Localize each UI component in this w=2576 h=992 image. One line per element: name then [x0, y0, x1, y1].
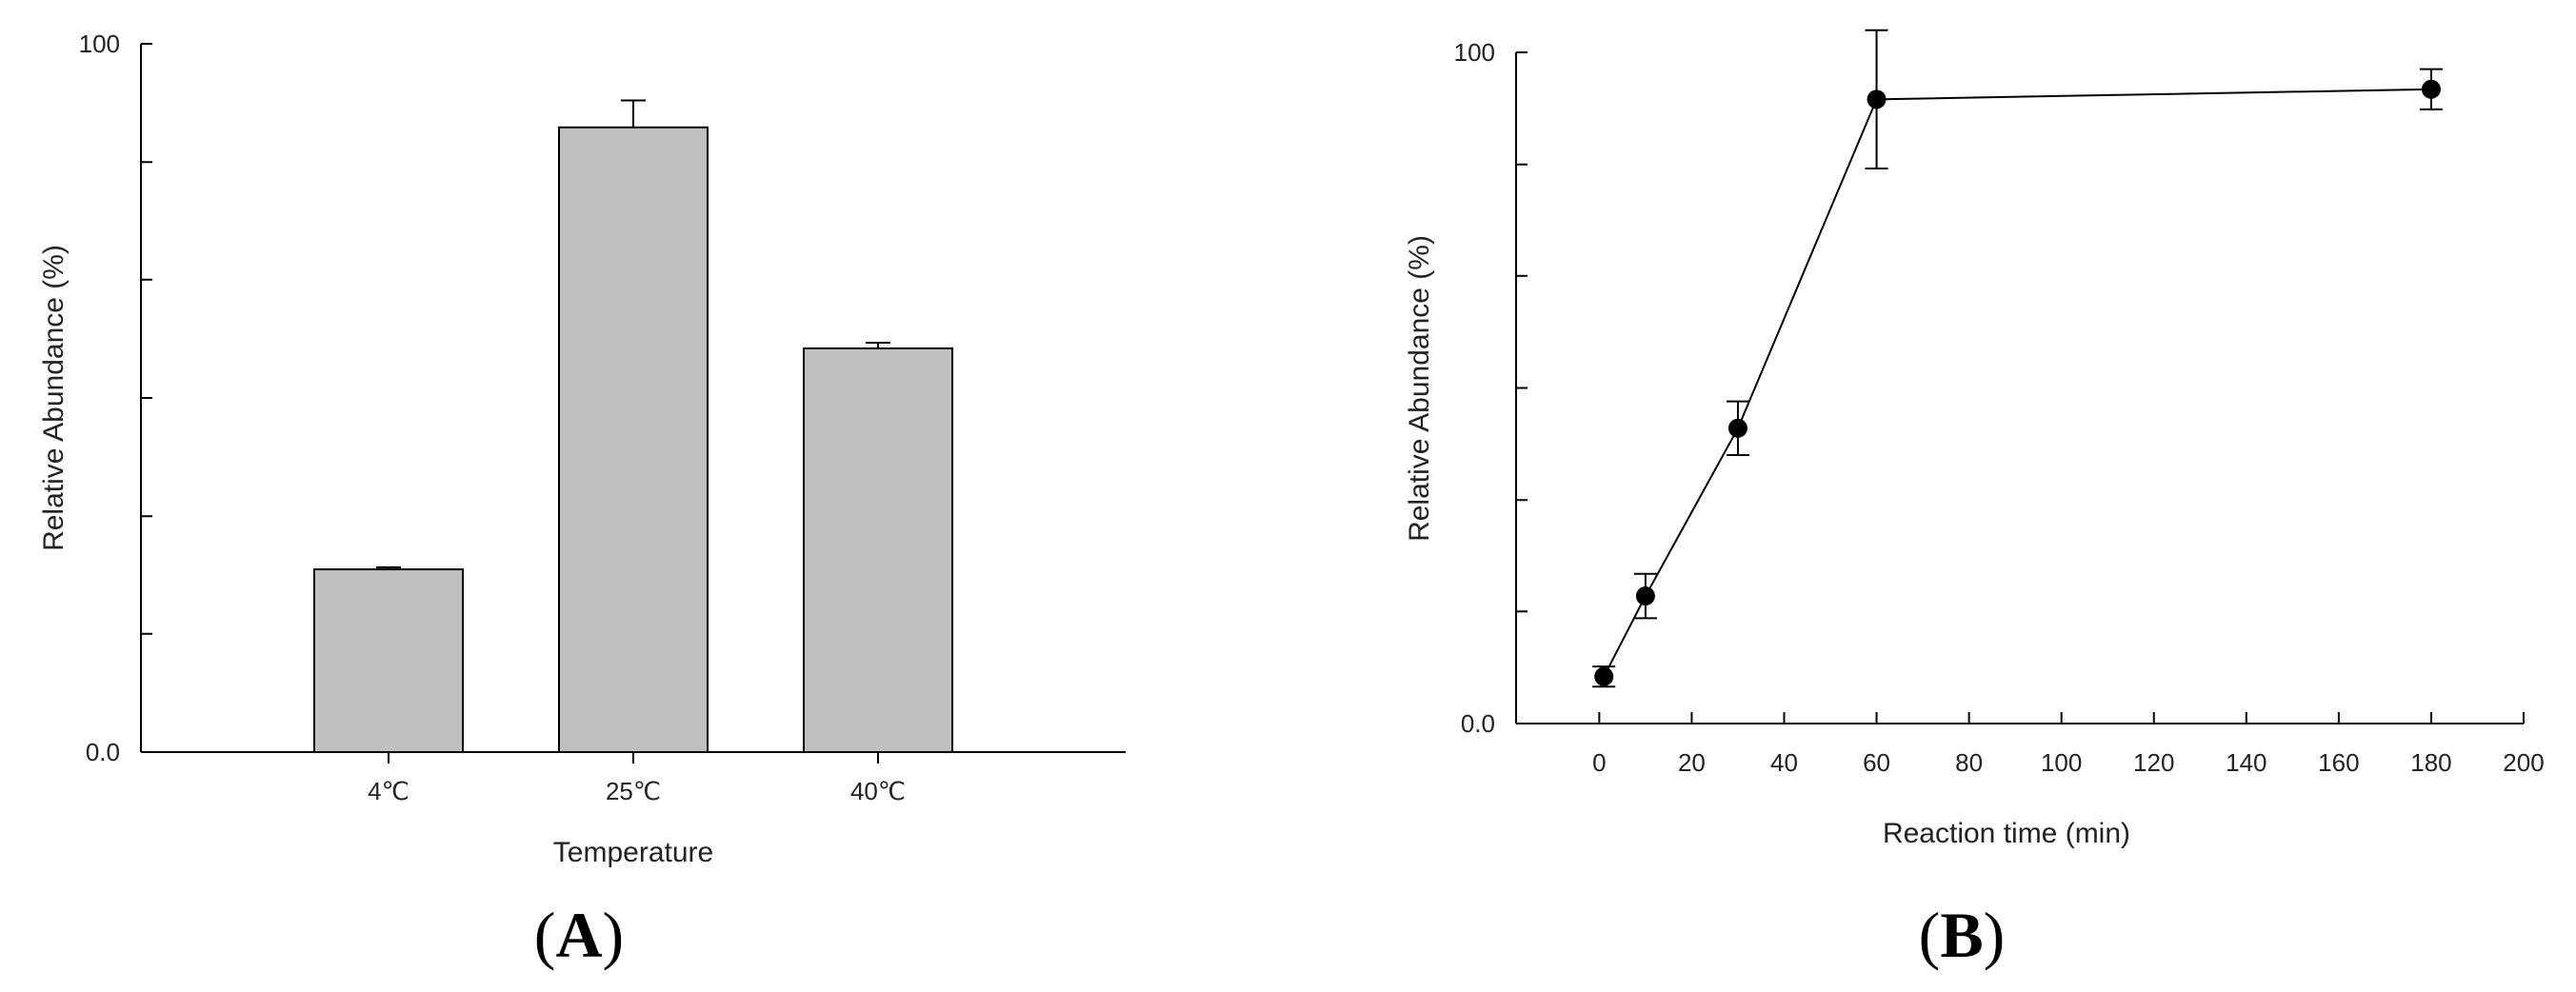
panel-b-chart: 0.0 100 0 20 40 60 80 100 120 140 160 180 200 React…	[1404, 29, 2545, 971]
panel-a-y-axis-title: Relative Abundance (%)	[38, 245, 70, 551]
panel-a-label: (A)	[534, 899, 624, 971]
panel-b-label: (B)	[1919, 899, 2006, 971]
panel-a-y-tick-label: 100	[79, 30, 120, 58]
panel-a-x-tick-label: 40℃	[850, 777, 906, 805]
panel-b-data-point	[1867, 89, 1887, 109]
panel-a-bar	[313, 568, 464, 753]
panel-b-data-point	[1727, 418, 1747, 438]
panel-b-x-tick-label: 20	[1678, 748, 1706, 777]
panel-b-x-tick-label: 80	[1955, 748, 1983, 777]
panel-b-series-line	[1603, 88, 2431, 678]
panel-b-x-tick-label: 180	[2410, 748, 2451, 777]
panel-b-x-tick-label: 40	[1770, 748, 1798, 777]
panel-b-data-point	[1635, 586, 1655, 606]
panel-b-x-tick-label: 60	[1863, 748, 1890, 777]
panel-a-x-axis-title: Temperature	[553, 837, 713, 868]
panel-b-data-point	[1594, 666, 1614, 686]
panel-b-x-tick-label: 0	[1592, 748, 1606, 777]
panel-b-y-axis-title: Relative Abundance (%)	[1404, 235, 1435, 542]
panel-a-bar	[558, 126, 709, 754]
panel-b-x-tick-label: 140	[2226, 748, 2266, 777]
panel-a-x-tick-label: 4℃	[368, 777, 409, 805]
panel-a-chart: 0.0 100 4℃ 25℃ 40℃ Temperature Relative Abu…	[38, 30, 1126, 971]
panel-b-y-tick-label: 0.0	[1461, 709, 1495, 738]
panel-b-y-tick-label: 100	[1454, 38, 1495, 67]
panel-b-x-tick-label: 160	[2318, 748, 2359, 777]
panel-a-bar	[803, 347, 953, 753]
panel-b-x-tick-label: 200	[2503, 748, 2544, 777]
panel-b-data-point	[2421, 79, 2441, 99]
panel-b-x-tick-label: 100	[2041, 748, 2082, 777]
panel-b-x-axis-title: Reaction time (min)	[1883, 818, 2130, 849]
panel-a-y-tick-label: 0.0	[86, 738, 120, 766]
panel-b-x-tick-label: 120	[2133, 748, 2174, 777]
panel-a-x-tick-label: 25℃	[606, 777, 661, 805]
